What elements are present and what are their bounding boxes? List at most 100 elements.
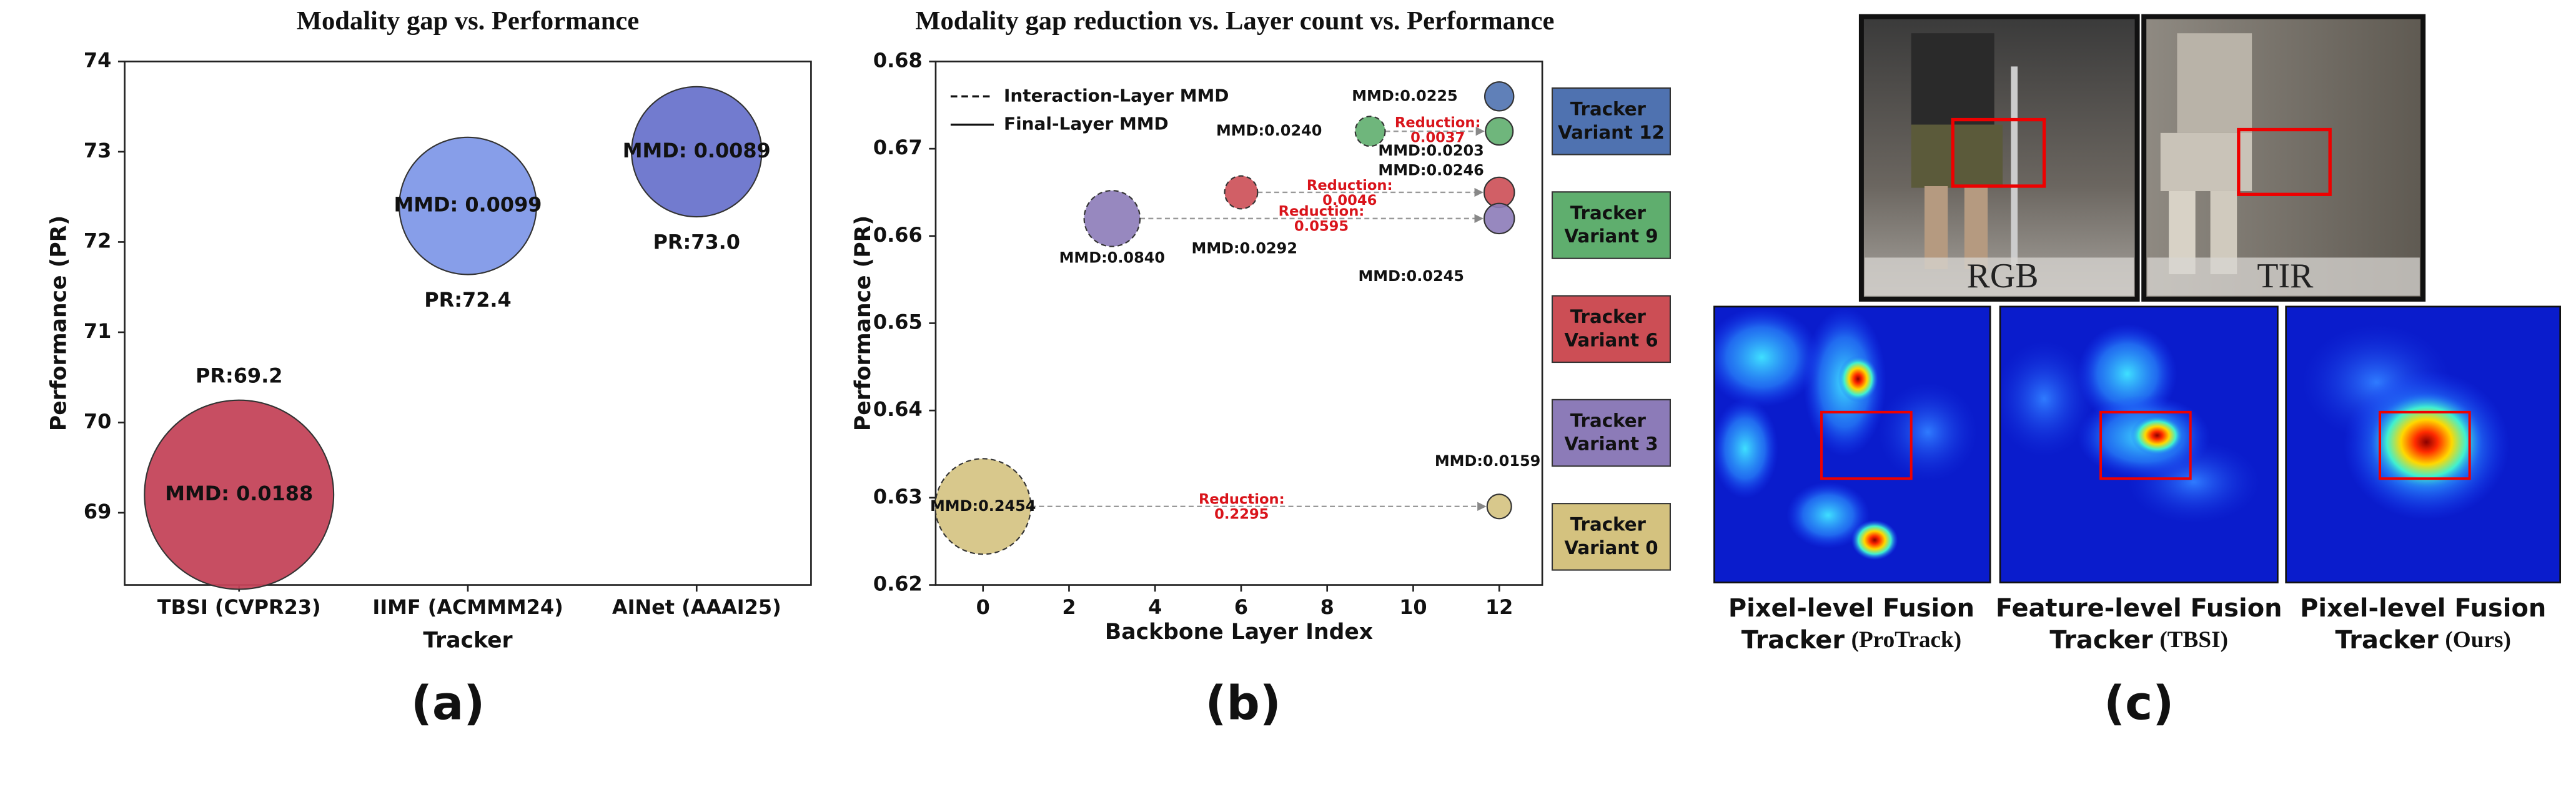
legend-label: Final-Layer MMD [1004, 114, 1169, 134]
tracker-word: Tracker [2049, 625, 2153, 654]
tracker-word: Tracker [1741, 625, 1845, 654]
bubble [1483, 202, 1515, 235]
bubble [399, 136, 537, 275]
y-axis-label: Performance (PR) [851, 215, 876, 431]
x-tick-label: 6 [1234, 595, 1248, 619]
bubble [631, 86, 763, 218]
reduction-caption: Reduction: [1279, 204, 1365, 220]
bubble [144, 399, 335, 590]
y-tick-label: 69 [84, 500, 111, 523]
chart-title: Modality gap reduction vs. Layer count v… [915, 6, 1554, 36]
heatmap-tracker: Tracker (ProTrack) [1741, 625, 1961, 654]
panel-label: (a) [411, 676, 485, 730]
y-tick-label: 0.62 [873, 572, 923, 596]
x-tick-label: 8 [1320, 595, 1334, 619]
reduction-value: 0.0046 [1322, 192, 1377, 209]
legend-label: Tracker Variant 9 [1564, 202, 1658, 246]
bubble-size-label: MMD:0.2454 [930, 497, 1036, 515]
x-tick-label: AINet (AAAI25) [612, 595, 781, 619]
y-tick-label: 0.65 [873, 310, 923, 334]
y-tick-label: 0.64 [873, 397, 923, 421]
heatmap [1999, 305, 2279, 583]
bubble [1224, 175, 1259, 210]
y-tick-label: 0.66 [873, 223, 923, 247]
reduction-value: 0.0037 [1410, 129, 1465, 146]
bubble-size-label: MMD:0.0292 [1192, 239, 1297, 257]
y-tick-label: 71 [84, 319, 111, 343]
bubble-size-label: MMD:0.0245 [1358, 267, 1464, 285]
bubble-size-label: MMD:0.0203 [1378, 142, 1484, 159]
panel-label: (c) [2104, 676, 2174, 730]
bubble [934, 458, 1032, 555]
x-tick-label: IIMF (ACMMM24) [372, 595, 563, 619]
legend-box [1551, 191, 1671, 259]
legend-box [1551, 87, 1671, 156]
x-tick-label: 0 [976, 595, 990, 619]
reduction-caption: Reduction: [1395, 114, 1481, 131]
y-tick-label: 70 [84, 409, 111, 433]
heatmap-caption: Feature-level Fusion [1996, 594, 2282, 623]
heatmap-tracker: Tracker (Ours) [2335, 625, 2510, 654]
method-name: (Ours) [2445, 627, 2511, 653]
method-name: (ProTrack) [1851, 627, 1961, 653]
bubble [1486, 493, 1512, 520]
y-tick-label: 0.67 [873, 136, 923, 159]
x-tick-label: 10 [1399, 595, 1427, 619]
bubble-size-label: MMD:0.0840 [1059, 249, 1165, 267]
legend-label: Tracker Variant 6 [1564, 306, 1658, 350]
bubble-size-label: MMD: 0.0188 [165, 482, 313, 505]
bubble-size-label: MMD: 0.0099 [394, 193, 542, 217]
image-label: TIR [2257, 257, 2314, 295]
legend-box [1551, 503, 1671, 571]
heatmap-tracker: Tracker (TBSI) [2049, 625, 2228, 654]
legend-label: Tracker Variant 12 [1558, 98, 1665, 142]
legend-label: Interaction-Layer MMD [1004, 85, 1229, 106]
x-tick-label: 2 [1062, 595, 1076, 619]
scatter-chart: Modality gap reduction vs. Layer count v… [851, 6, 1671, 730]
y-tick-label: 74 [84, 48, 111, 72]
x-tick-label: TBSI (CVPR23) [157, 595, 321, 619]
bubble-chart: Modality gap vs. Performance Tracker Perfo… [46, 6, 812, 730]
reduction-value: 0.0595 [1294, 219, 1349, 235]
heatmap-caption: Pixel-level Fusion [1728, 594, 1974, 623]
bubble [1485, 117, 1514, 146]
panel-label: (b) [1205, 676, 1281, 730]
y-tick-label: 0.63 [873, 485, 923, 508]
y-tick-label: 0.68 [873, 48, 923, 72]
method-name: (TBSI) [2159, 627, 2228, 653]
reduction-caption: Reduction: [1199, 492, 1285, 508]
chart-title: Modality gap vs. Performance [297, 6, 639, 36]
reduction-value: 0.2295 [1214, 507, 1269, 523]
x-tick-label: 12 [1485, 595, 1513, 619]
legend-box [1551, 399, 1671, 467]
tir-image [2141, 14, 2426, 302]
bubble-size-label: MMD: 0.0089 [623, 139, 771, 162]
x-axis-label: Backbone Layer Index [1105, 620, 1373, 645]
legend-label: Tracker Variant 0 [1564, 513, 1658, 558]
x-tick-label: 4 [1148, 595, 1162, 619]
bubble-value-label: PR:69.2 [196, 364, 282, 387]
bubble-size-label: MMD:0.0240 [1216, 122, 1322, 139]
bubble [1083, 190, 1141, 247]
legend-label: Tracker Variant 3 [1564, 410, 1658, 454]
bubble-size-label: MMD:0.0225 [1352, 87, 1457, 104]
bubble-value-label: PR:72.4 [424, 288, 511, 312]
legend-box [1551, 295, 1671, 364]
y-tick-label: 73 [84, 139, 111, 162]
heatmap [1713, 305, 1991, 583]
bubble [1354, 116, 1386, 147]
bubble-size-label: MMD:0.0159 [1435, 452, 1540, 470]
y-tick-label: 72 [84, 229, 111, 252]
reduction-caption: Reduction: [1307, 177, 1393, 194]
rgb-image [1858, 14, 2140, 302]
heatmap [2285, 305, 2562, 583]
bubble-size-label: MMD:0.0246 [1378, 161, 1484, 179]
heatmap-caption: Pixel-level Fusion [2300, 594, 2546, 623]
bubble-value-label: PR:73.0 [653, 230, 740, 254]
x-axis-label: Tracker [423, 628, 512, 653]
tracker-word: Tracker [2335, 625, 2439, 654]
bubble [1484, 81, 1515, 112]
y-axis-label: Performance (PR) [46, 215, 71, 431]
